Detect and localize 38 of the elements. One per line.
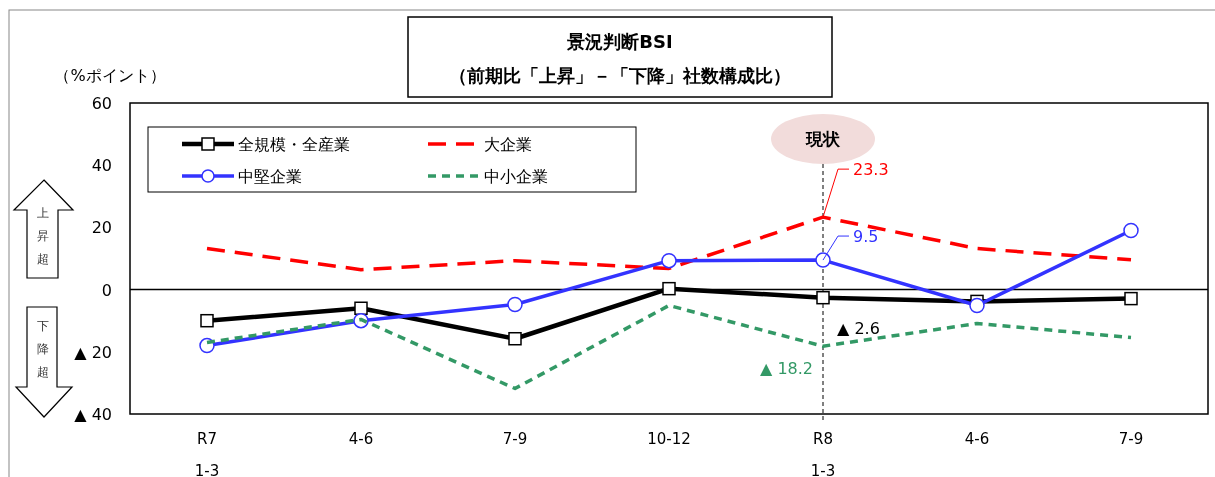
point bbox=[816, 290, 830, 305]
y-axis-title: （%ポイント） bbox=[54, 66, 166, 85]
x-tick-label: 7-9 bbox=[502, 430, 528, 448]
y-tick-label: 20 bbox=[91, 218, 112, 238]
y-tick-label: ▲ 20 bbox=[74, 342, 112, 362]
chart-title: 景況判断BSI bbox=[566, 31, 673, 52]
x-tick-label: 10-12 bbox=[647, 430, 691, 448]
point bbox=[508, 331, 522, 346]
y-tick-label: 60 bbox=[91, 94, 112, 113]
legend-label: 中小企業 bbox=[484, 167, 548, 186]
x-tick-label: 7-9 bbox=[1118, 430, 1144, 448]
point bbox=[354, 301, 368, 316]
point bbox=[815, 252, 831, 268]
point bbox=[200, 313, 214, 328]
x-tick-label: 4-6 bbox=[964, 430, 990, 448]
chart-subtitle: （前期比「上昇」－「下降」社数構成比） bbox=[449, 65, 791, 86]
legend-label: 大企業 bbox=[484, 135, 532, 154]
data-label: 9.5 bbox=[853, 227, 879, 247]
x-tick-label: R8 1-3 bbox=[810, 430, 836, 477]
point bbox=[1123, 222, 1139, 239]
legend-label: 中堅企業 bbox=[238, 167, 302, 186]
point bbox=[969, 297, 985, 314]
point bbox=[507, 296, 523, 313]
y-tick-label: 40 bbox=[91, 156, 112, 176]
legend-label: 全規模・全産業 bbox=[238, 135, 350, 154]
x-tick-label: 4-6 bbox=[348, 430, 374, 448]
y-tick-label: 0 bbox=[101, 280, 112, 300]
point bbox=[662, 281, 676, 296]
annotation: ▲ 18.2 bbox=[759, 359, 813, 379]
data-label: 23.3 bbox=[853, 160, 889, 180]
annotation: ▲ 2.6 bbox=[837, 318, 880, 338]
point bbox=[661, 252, 677, 269]
y-tick-label: ▲ 40 bbox=[74, 405, 112, 424]
point bbox=[1124, 291, 1138, 306]
text: 下降超 bbox=[37, 319, 49, 379]
text: 上昇超 bbox=[37, 206, 49, 266]
x-tick-label: R7 1-3 bbox=[194, 430, 220, 477]
ref-line-label: 現状 bbox=[805, 129, 841, 149]
